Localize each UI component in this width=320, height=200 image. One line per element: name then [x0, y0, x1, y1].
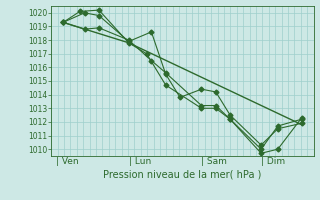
X-axis label: Pression niveau de la mer( hPa ): Pression niveau de la mer( hPa )	[103, 169, 261, 179]
